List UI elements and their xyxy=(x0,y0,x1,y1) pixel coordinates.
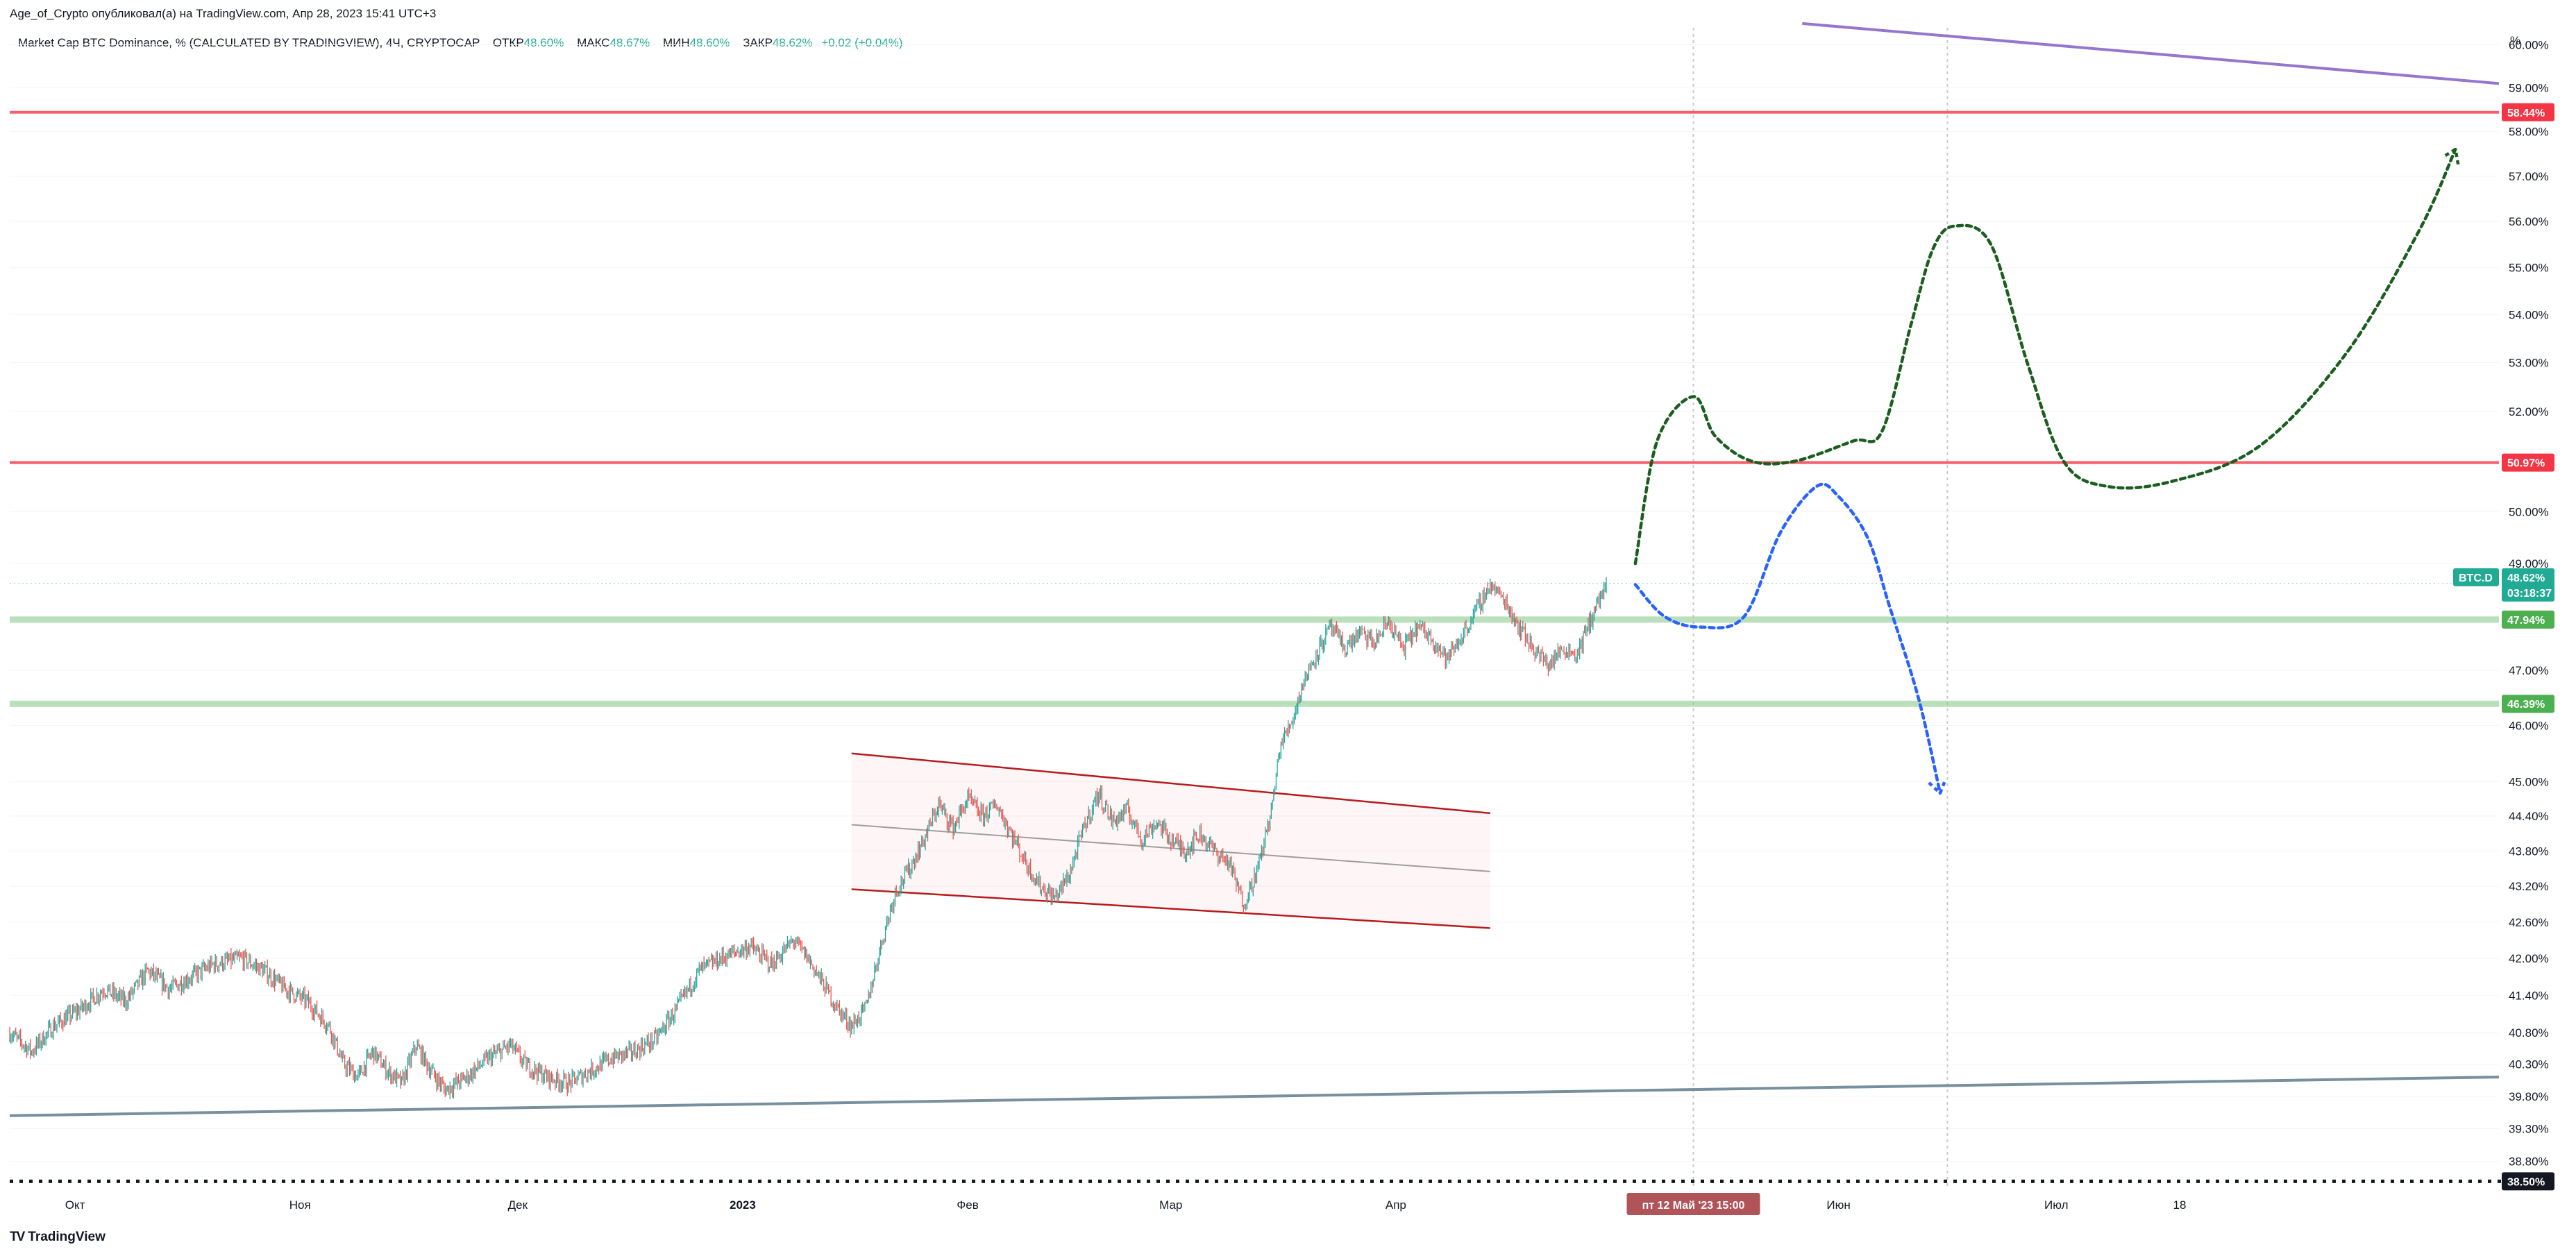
y-tick-label: 60.00% xyxy=(2509,39,2549,52)
support-lower-badge-bg xyxy=(2502,695,2554,713)
publisher-line: Age_of_Crypto опубликовал(а) на TradingV… xyxy=(10,7,437,20)
axis-unit-label: % xyxy=(2510,34,2520,47)
x-tick-label: Мар xyxy=(1159,1198,1182,1212)
cursor-date-badge-text: пт 12 Май '23 15:00 xyxy=(1642,1200,1745,1212)
resistance-upper-badge: 58.44% xyxy=(2502,103,2554,121)
y-tick-label: 42.60% xyxy=(2509,916,2549,929)
blue-bearish-path-arrowhead xyxy=(1928,778,1948,796)
vertical-lines-layer xyxy=(1692,28,1948,1188)
open-label: ОТКР xyxy=(492,36,524,49)
y-tick-label: 40.80% xyxy=(2509,1026,2549,1039)
y-tick-label: 52.00% xyxy=(2509,405,2549,418)
y-tick-label: 43.20% xyxy=(2509,880,2549,893)
high-label: МАКС xyxy=(577,36,610,49)
x-tick-label: Фев xyxy=(957,1198,978,1212)
y-tick-label: 49.00% xyxy=(2509,557,2549,570)
gray-trendline xyxy=(9,1076,2500,1117)
tradingview-logo-text: TradingView xyxy=(28,1230,106,1244)
channel-fill xyxy=(851,753,1490,928)
levels-layer xyxy=(10,110,2554,1183)
y-tick-label: 47.00% xyxy=(2509,664,2549,677)
symbol-badge-bg xyxy=(2453,568,2499,586)
cursor-date-badge: пт 12 Май '23 15:00 xyxy=(1626,1193,1760,1215)
symbol-legend: Market Cap BTC Dominance, % (CALCULATED … xyxy=(18,36,903,50)
resistance-lower-badge-bg xyxy=(2502,453,2554,472)
symbol-title: Market Cap BTC Dominance, % (CALCULATED … xyxy=(18,36,480,49)
y-tick-label: 54.00% xyxy=(2509,308,2549,321)
green-bullish-path-arrowhead xyxy=(2441,146,2460,165)
grid-layer xyxy=(10,44,2499,1162)
y-tick-label: 44.40% xyxy=(2509,810,2549,823)
high-value: 48.67% xyxy=(609,36,650,49)
y-tick-label: 59.00% xyxy=(2509,82,2549,95)
y-tick-label: 39.80% xyxy=(2509,1090,2549,1103)
y-tick-label: 43.80% xyxy=(2509,845,2549,858)
y-tick-label: 56.00% xyxy=(2509,215,2549,228)
x-tick-label: 18 xyxy=(2173,1198,2187,1212)
bottom-level-badge-bg xyxy=(2502,1172,2554,1191)
bottom-level-badge-text: 38.50% xyxy=(2507,1176,2545,1188)
resistance-lower-badge-text: 50.97% xyxy=(2507,458,2545,470)
channel-layer xyxy=(851,752,1490,929)
y-tick-label: 45.00% xyxy=(2509,776,2549,789)
open-value: 48.60% xyxy=(523,36,564,49)
y-tick-label: 42.00% xyxy=(2509,952,2549,965)
cursor-date-badge-bg xyxy=(1626,1193,1760,1215)
x-tick-label: Июн xyxy=(1826,1198,1850,1212)
y-tick-label: 38.80% xyxy=(2509,1155,2549,1169)
resistance-upper-badge-text: 58.44% xyxy=(2507,108,2545,119)
x-tick-label: Июл xyxy=(2044,1198,2069,1212)
resistance-upper-badge-bg xyxy=(2502,103,2554,121)
channel-lower-line xyxy=(851,888,1490,929)
time-axis[interactable]: Окт Ноя Дек 2023 Фев Мар Апр Июн Июл 18 xyxy=(65,1198,2187,1212)
close-label: ЗАКР xyxy=(743,36,773,49)
low-label: МИН xyxy=(662,36,690,49)
y-tick-label: 41.40% xyxy=(2509,989,2549,1002)
low-value: 48.60% xyxy=(689,36,730,49)
y-tick-label: 50.00% xyxy=(2509,506,2549,519)
trendlines-layer xyxy=(9,22,2500,1117)
y-tick-label: 58.00% xyxy=(2509,126,2549,139)
symbol-badge-text: BTC.D xyxy=(2459,572,2493,584)
bottom-level-badge: 38.50% xyxy=(2502,1172,2554,1191)
y-tick-label: 40.30% xyxy=(2509,1058,2549,1071)
price-badge-countdown: 03:18:37 xyxy=(2507,588,2552,600)
close-value: 48.62% xyxy=(772,36,813,49)
candles-layer xyxy=(9,577,1607,1100)
x-tick-label: Дек xyxy=(508,1198,528,1212)
x-tick-label: 2023 xyxy=(730,1198,756,1212)
purple-trendline xyxy=(1802,22,2500,85)
x-tick-label: Ноя xyxy=(289,1198,311,1212)
change-value: +0.02 (+0.04%) xyxy=(821,36,903,49)
support-upper-badge-bg xyxy=(2502,610,2554,629)
y-tick-label: 39.30% xyxy=(2509,1122,2549,1135)
green-bullish-path xyxy=(1633,147,2457,566)
badges-layer: 58.44% 50.97% 47.94% 46.39% 38.50% BTC.D 48.62… xyxy=(1626,103,2554,1215)
resistance-lower-badge: 50.97% xyxy=(2502,453,2554,472)
support-upper-badge-text: 47.94% xyxy=(2507,615,2545,627)
y-tick-label: 55.00% xyxy=(2509,262,2549,275)
price-badge-bg xyxy=(2502,568,2554,602)
support-upper-badge: 47.94% xyxy=(2502,610,2554,629)
y-tick-label: 53.00% xyxy=(2509,356,2549,369)
blue-bearish-path xyxy=(1633,482,1942,795)
channel-upper-line xyxy=(851,752,1490,815)
tradingview-logo[interactable]: TV TradingView xyxy=(10,1230,106,1245)
x-tick-label: Апр xyxy=(1386,1198,1406,1212)
support-lower-badge: 46.39% xyxy=(2502,695,2554,713)
price-badge-value: 48.62% xyxy=(2507,572,2545,584)
last-price-badge: BTC.D 48.62% 03:18:37 xyxy=(2453,568,2554,602)
y-tick-label: 57.00% xyxy=(2509,170,2549,183)
x-tick-label: Окт xyxy=(65,1198,85,1212)
tradingview-logo-icon: TV xyxy=(10,1230,25,1244)
support-lower-badge-text: 46.39% xyxy=(2507,699,2545,711)
y-tick-label: 46.00% xyxy=(2509,719,2549,732)
projections-layer xyxy=(1633,146,2460,796)
